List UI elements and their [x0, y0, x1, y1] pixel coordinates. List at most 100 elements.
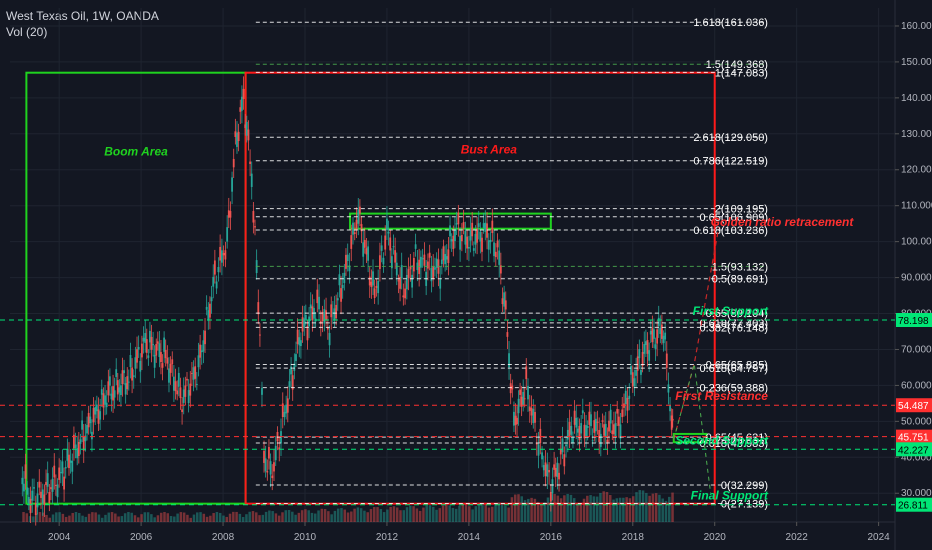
volume-bar	[428, 505, 432, 522]
price-candle-body	[263, 450, 265, 463]
volume-bar	[153, 517, 156, 522]
price-candle-body	[382, 257, 385, 265]
volume-indicator-label[interactable]: Vol (20)	[6, 25, 48, 39]
price-candle-body	[46, 473, 49, 487]
price-candle-body	[469, 229, 472, 241]
x-tick-label: 2006	[130, 532, 153, 543]
volume-bar	[464, 504, 468, 522]
price-candle-body	[110, 393, 113, 400]
price-candle-body	[145, 339, 148, 353]
price-candle-body	[76, 448, 79, 459]
volume-bar	[277, 515, 281, 522]
price-candle-body	[494, 251, 497, 258]
volume-bar	[32, 516, 35, 522]
boom-area-label: Boom Area	[104, 144, 168, 158]
volume-bar	[599, 493, 602, 522]
price-candle-body	[107, 381, 110, 396]
price-candle-body	[588, 411, 591, 425]
price-candle-body	[254, 226, 256, 228]
price-candle-body	[572, 437, 574, 443]
price-candle-body	[384, 235, 387, 250]
price-candle-body	[348, 265, 351, 272]
volume-bar	[572, 498, 576, 522]
volume-bar	[658, 494, 661, 522]
volume-bar	[274, 513, 278, 522]
volume-bar	[94, 512, 97, 522]
volume-bar	[307, 510, 310, 522]
volume-bar	[284, 510, 288, 522]
price-candle-body	[670, 415, 673, 430]
price-candle-body	[274, 445, 277, 461]
volume-bar	[615, 498, 619, 522]
price-candle-body	[24, 464, 27, 479]
price-candle-body	[293, 363, 296, 371]
volume-bar	[389, 506, 392, 522]
price-candle-body	[460, 235, 463, 242]
price-candle-body	[402, 295, 405, 298]
price-candle-body	[124, 383, 127, 395]
price-candle-body	[457, 212, 460, 225]
price-candle-body	[158, 343, 161, 358]
price-badge-label: 78.198	[898, 316, 929, 327]
volume-bar	[123, 513, 127, 522]
price-candle-body	[423, 254, 426, 266]
volume-bar	[173, 516, 176, 522]
price-candle-body	[432, 266, 435, 279]
price-candle-body	[181, 409, 183, 413]
price-candle-body	[156, 341, 159, 344]
fib-level-label: 1.618(161.036)	[693, 17, 768, 29]
price-candle-body	[45, 481, 47, 486]
price-candle-body	[596, 421, 599, 423]
price-candle-body	[405, 274, 408, 290]
price-candle-body	[212, 276, 215, 287]
volume-bar	[176, 513, 179, 522]
price-candle-body	[599, 433, 602, 447]
price-candle-body	[343, 272, 346, 284]
volume-bar	[55, 512, 58, 522]
price-candle-body	[421, 258, 424, 260]
price-candle-body	[548, 470, 550, 473]
price-candle-body	[184, 385, 187, 397]
volume-bar	[432, 506, 435, 522]
price-candle-body	[147, 355, 150, 358]
y-tick-label: 140.000	[901, 93, 932, 104]
price-candle-body	[581, 410, 584, 414]
price-candle-body	[179, 387, 182, 399]
volume-bar	[235, 511, 238, 522]
volume-bar	[327, 511, 330, 522]
volume-bar	[264, 511, 268, 522]
volume-bar	[563, 495, 566, 522]
volume-bar	[68, 515, 71, 522]
volume-bar	[671, 492, 674, 522]
price-candle-body	[394, 250, 397, 263]
volume-bar	[468, 506, 471, 522]
price-candle-body	[336, 298, 339, 301]
volume-bar	[559, 498, 563, 522]
price-candle-body	[640, 369, 642, 375]
price-candle-body	[498, 250, 501, 265]
volume-bar	[271, 511, 274, 522]
price-candle-body	[105, 402, 108, 408]
volume-bar	[81, 515, 84, 522]
volume-bar	[41, 512, 45, 522]
price-candle-body	[573, 410, 576, 425]
fib-level-label: 1(147.083)	[715, 67, 768, 79]
price-candle-body	[412, 258, 415, 272]
price-candle-body	[643, 343, 646, 354]
price-candle-body	[149, 330, 151, 343]
price-candle-body	[21, 477, 24, 485]
grid-lines	[10, 8, 895, 522]
symbol-title[interactable]: West Texas Oil, 1W, OANDA	[6, 9, 159, 23]
price-candle-body	[575, 417, 578, 428]
price-candle-body	[459, 235, 462, 250]
price-candle-body	[136, 349, 138, 363]
price-candle-body	[245, 121, 248, 136]
volume-bar	[579, 503, 583, 522]
volume-bar	[78, 513, 81, 522]
price-candle-body	[41, 489, 44, 504]
price-candle-body	[452, 235, 455, 250]
fib-level-label: 0.618(77.403)	[699, 318, 768, 330]
price-candle-body	[84, 435, 87, 442]
price-candle-body	[321, 311, 324, 322]
